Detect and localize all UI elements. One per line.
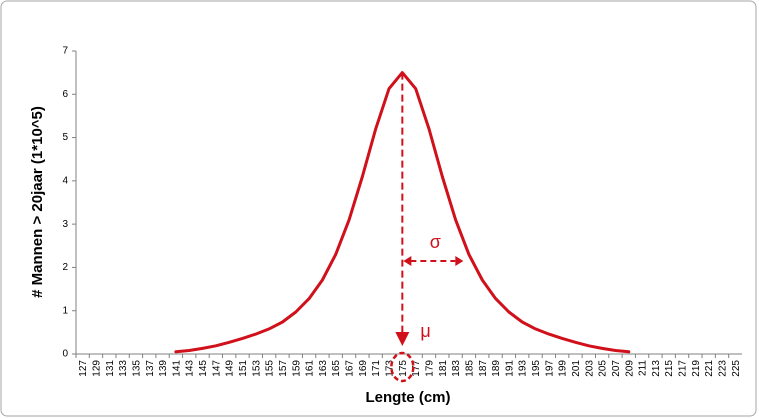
x-tick-label: 197 bbox=[544, 360, 555, 377]
x-tick-label: 131 bbox=[105, 360, 116, 377]
x-tick-label: 171 bbox=[371, 360, 382, 377]
x-tick-label: 199 bbox=[558, 360, 569, 377]
x-tick-label: 189 bbox=[491, 360, 502, 377]
mean-arrow bbox=[395, 332, 410, 346]
x-tick-label: 133 bbox=[118, 360, 129, 377]
x-tick-label: 179 bbox=[424, 360, 435, 377]
sigma-label: σ bbox=[430, 232, 441, 252]
x-tick-label: 193 bbox=[518, 360, 529, 377]
x-tick-label: 157 bbox=[278, 360, 289, 377]
x-tick-label: 159 bbox=[291, 360, 302, 377]
x-tick-label: 211 bbox=[638, 360, 649, 376]
x-tick-label: 169 bbox=[358, 360, 369, 377]
line-series bbox=[174, 71, 631, 354]
x-tick-label: 201 bbox=[571, 360, 582, 377]
x-tick-label: 205 bbox=[598, 360, 609, 377]
x-tick-label: 183 bbox=[451, 360, 462, 377]
x-axis-title: Lengte (cm) bbox=[365, 389, 450, 406]
sigma-arrow-left bbox=[403, 256, 412, 266]
x-tick-label: 139 bbox=[158, 360, 169, 377]
x-tick-label: 155 bbox=[265, 360, 276, 377]
y-tick-label: 7 bbox=[62, 46, 68, 57]
x-tick-label: 163 bbox=[318, 360, 329, 377]
y-tick-label: 6 bbox=[62, 89, 68, 100]
mu-label: μ bbox=[420, 321, 430, 341]
x-tick-label: 219 bbox=[691, 360, 702, 377]
x-tick-label: 167 bbox=[345, 360, 356, 377]
x-tick-label: 209 bbox=[624, 360, 635, 377]
x-tick-label: 207 bbox=[611, 360, 622, 377]
y-tick-label: 4 bbox=[62, 175, 68, 186]
x-tick-label: 203 bbox=[584, 360, 595, 377]
x-tick-label: 215 bbox=[664, 360, 675, 377]
y-tick-label: 5 bbox=[62, 132, 68, 143]
x-tick-label: 221 bbox=[704, 360, 715, 377]
y-tick-label: 2 bbox=[62, 262, 68, 273]
x-tick-label: 151 bbox=[238, 360, 249, 377]
x-tick-label: 213 bbox=[651, 360, 662, 377]
sigma-arrow-right bbox=[455, 256, 464, 266]
x-tick-label: 141 bbox=[171, 360, 182, 377]
y-tick-label: 1 bbox=[62, 305, 68, 316]
x-tick-label: 191 bbox=[504, 360, 515, 377]
x-tick-label: 145 bbox=[198, 360, 209, 377]
x-tick-label: 149 bbox=[225, 360, 236, 377]
x-tick-label: 147 bbox=[211, 360, 222, 377]
x-tick-label: 185 bbox=[464, 360, 475, 377]
x-tick-label: 187 bbox=[478, 360, 489, 377]
x-tick-label: 173 bbox=[385, 360, 396, 377]
x-tick-label: 129 bbox=[91, 360, 102, 377]
x-tick-label: 137 bbox=[145, 360, 156, 377]
x-tick-label: 161 bbox=[305, 360, 316, 377]
mean-circle bbox=[390, 351, 415, 383]
x-tick-label: 165 bbox=[331, 360, 342, 377]
x-tick-label: 153 bbox=[251, 360, 262, 377]
x-tick-label: 175 bbox=[398, 360, 409, 377]
x-tick-label: 223 bbox=[718, 360, 729, 377]
x-tick-label: 143 bbox=[185, 360, 196, 377]
x-tick-label: 217 bbox=[678, 360, 689, 377]
x-tick-label: 195 bbox=[531, 360, 542, 377]
x-tick-label: 225 bbox=[731, 360, 742, 377]
y-tick-label: 3 bbox=[62, 219, 68, 230]
x-tick-label: 135 bbox=[131, 360, 142, 377]
x-tick-label: 127 bbox=[78, 360, 89, 377]
x-tick-label: 177 bbox=[411, 360, 422, 377]
y-axis-title: # Mannen > 20jaar (1*10^5) bbox=[29, 106, 46, 298]
x-tick-label: 181 bbox=[438, 360, 449, 377]
y-tick-label: 0 bbox=[62, 349, 68, 360]
